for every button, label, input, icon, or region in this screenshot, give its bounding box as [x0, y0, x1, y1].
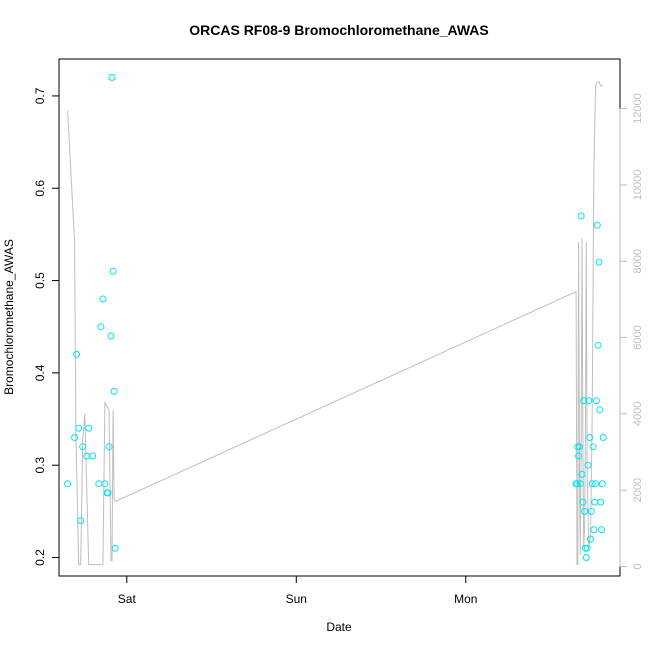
data-point — [111, 544, 119, 552]
x-axis-label: Date — [326, 620, 352, 634]
data-point — [577, 212, 585, 220]
data-point — [590, 526, 598, 534]
points-layer — [64, 74, 607, 561]
x-tick-label: Sun — [286, 592, 307, 606]
data-point — [75, 424, 83, 432]
data-point — [95, 480, 103, 488]
data-point — [104, 489, 112, 497]
y-tick-label: 0.3 — [33, 457, 47, 474]
y-tick-label: 0.6 — [33, 180, 47, 197]
data-point — [77, 517, 85, 525]
data-point — [576, 480, 584, 488]
axis-layer: 0.2 0.3 0.4 0.5 0.6 0.7 0 2000 4000 6000 8000 10000… — [33, 87, 644, 606]
data-point — [593, 221, 601, 229]
data-point — [582, 554, 590, 561]
data-point — [599, 434, 607, 441]
data-point — [101, 480, 109, 488]
data-point — [598, 526, 605, 534]
chart-title: ORCAS RF08-9 Bromochloromethane_AWAS — [189, 22, 489, 38]
data-point — [107, 332, 115, 340]
x-tick-label: Mon — [454, 592, 477, 606]
y2-tick-label: 4000 — [632, 402, 644, 426]
data-point — [583, 544, 591, 552]
data-point — [579, 498, 587, 506]
y2-tick-label: 12000 — [632, 93, 644, 124]
data-point — [71, 434, 79, 441]
data-point — [79, 443, 87, 451]
data-point — [587, 507, 595, 515]
data-point — [584, 461, 592, 469]
data-point — [594, 341, 602, 349]
data-point — [578, 470, 586, 478]
data-point — [581, 507, 589, 515]
series-line — [67, 81, 604, 566]
data-point — [585, 397, 593, 405]
data-point — [589, 443, 597, 451]
data-point — [588, 480, 596, 488]
y2-tick-label: 6000 — [632, 325, 644, 349]
y2-tick-label: 10000 — [632, 170, 644, 201]
y-tick-label: 0.2 — [33, 549, 47, 566]
data-point — [109, 267, 117, 275]
y-tick-label: 0.7 — [33, 87, 47, 104]
data-point — [576, 443, 583, 451]
data-point — [592, 397, 600, 405]
data-point — [108, 74, 116, 81]
y-tick-label: 0.5 — [33, 272, 47, 289]
data-point — [586, 434, 594, 441]
data-point — [89, 452, 97, 460]
data-point — [592, 480, 600, 488]
data-point — [580, 397, 588, 405]
y2-tick-label: 8000 — [632, 249, 644, 273]
data-point — [83, 452, 91, 460]
data-point — [597, 498, 605, 506]
data-point — [73, 350, 81, 358]
data-point — [573, 480, 581, 488]
data-point — [105, 443, 113, 451]
x-tick-label: Sat — [118, 592, 137, 606]
line-layer — [67, 81, 604, 566]
data-point — [598, 480, 606, 488]
y-tick-label: 0.4 — [33, 364, 47, 381]
data-point — [64, 480, 72, 488]
data-point — [595, 258, 603, 266]
y2-tick-label: 2000 — [632, 478, 644, 502]
y2-tick-label: 0 — [632, 563, 644, 569]
data-point — [110, 387, 118, 395]
plot-frame — [58, 58, 621, 577]
data-point — [587, 535, 594, 543]
data-point — [591, 498, 599, 506]
data-point — [85, 424, 93, 432]
data-point — [97, 323, 105, 331]
y-axis-label: Bromochloromethane_AWAS — [2, 239, 16, 395]
data-point — [596, 406, 604, 414]
data-point — [575, 452, 583, 460]
data-point — [99, 295, 107, 303]
